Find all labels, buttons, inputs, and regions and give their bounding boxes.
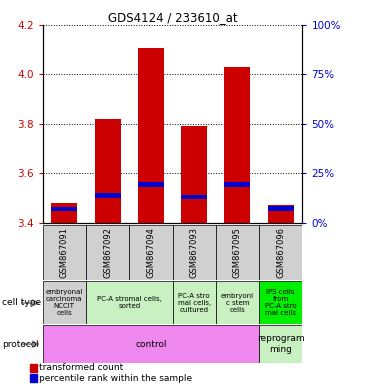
Bar (259, 225, 302, 280)
Bar (268, 206, 294, 210)
Bar (224, 67, 250, 223)
Title: GDS4124 / 233610_at: GDS4124 / 233610_at (108, 11, 237, 24)
Bar (259, 281, 302, 324)
Text: GSM867093: GSM867093 (190, 227, 198, 278)
Text: PC-A stro
mal cells,
cultured: PC-A stro mal cells, cultured (178, 293, 211, 313)
Bar (129, 225, 173, 280)
Bar (224, 182, 250, 187)
Text: embryoni
c stem
cells: embryoni c stem cells (221, 293, 254, 313)
Bar (259, 325, 302, 363)
Bar (173, 281, 216, 324)
Bar (181, 195, 207, 199)
Bar (51, 207, 77, 211)
Bar (30, 364, 37, 372)
Bar (51, 203, 77, 223)
Bar (181, 126, 207, 223)
Text: control: control (135, 339, 167, 349)
Bar (43, 281, 86, 324)
Text: GSM867094: GSM867094 (147, 227, 155, 278)
Text: GSM867092: GSM867092 (103, 227, 112, 278)
Bar (216, 281, 259, 324)
Text: PC-A stromal cells,
sorted: PC-A stromal cells, sorted (97, 296, 162, 310)
Bar (216, 225, 259, 280)
Text: IPS cells
from
PC-A stro
mal cells: IPS cells from PC-A stro mal cells (265, 290, 296, 316)
Bar (30, 374, 37, 382)
Bar (138, 182, 164, 187)
Text: protocol: protocol (2, 339, 39, 349)
Text: GSM867095: GSM867095 (233, 227, 242, 278)
Bar (173, 225, 216, 280)
Bar (95, 193, 121, 198)
Bar (86, 281, 173, 324)
Bar (268, 205, 294, 223)
Bar (43, 325, 259, 363)
Bar (95, 119, 121, 223)
Text: GSM867096: GSM867096 (276, 227, 285, 278)
Text: transformed count: transformed count (39, 363, 124, 372)
Bar (138, 48, 164, 223)
Text: cell type: cell type (2, 298, 41, 308)
Text: GSM867091: GSM867091 (60, 227, 69, 278)
Text: embryonal
carcinoma
NCCIT
cells: embryonal carcinoma NCCIT cells (46, 290, 83, 316)
Text: percentile rank within the sample: percentile rank within the sample (39, 374, 193, 383)
Bar (43, 225, 86, 280)
Bar (86, 225, 129, 280)
Text: reprogram
ming: reprogram ming (257, 334, 305, 354)
